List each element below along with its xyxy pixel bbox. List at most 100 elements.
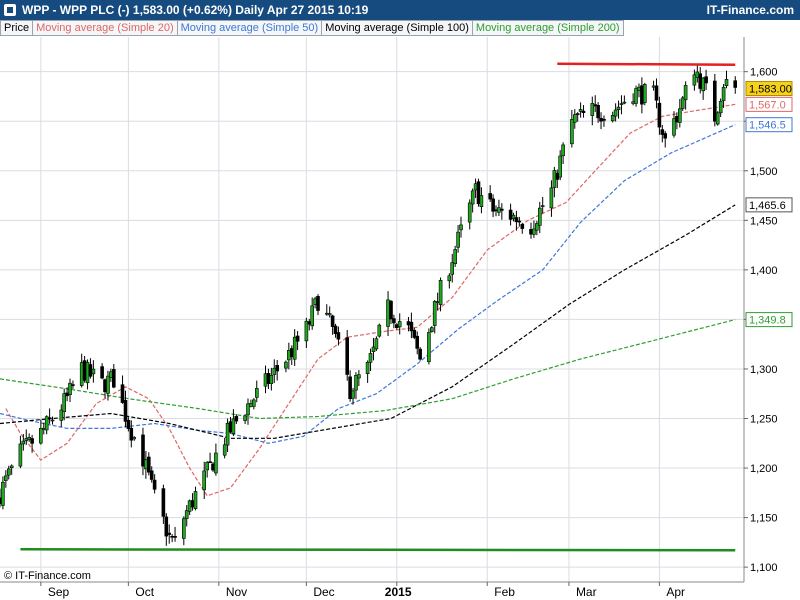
- candle-body: [642, 84, 647, 103]
- candle-body: [65, 392, 69, 397]
- legend-ma200[interactable]: Moving average (Simple 200): [471, 20, 624, 36]
- candle-body: [590, 103, 595, 116]
- candle-body: [243, 415, 247, 421]
- legend-ma20[interactable]: Moving average (Simple 20): [32, 20, 178, 36]
- legend-price[interactable]: Price: [0, 20, 34, 36]
- candle-body: [187, 500, 192, 512]
- y-tick-label: 1,300: [750, 364, 778, 376]
- candle-body: [286, 349, 291, 361]
- moving-averages: [0, 103, 736, 497]
- candle-body: [599, 118, 603, 122]
- candle-body: [345, 337, 350, 375]
- y-tick-label: 1,150: [750, 513, 778, 525]
- candle-body: [540, 205, 545, 207]
- watermark: © IT-Finance.com: [4, 570, 91, 582]
- candle-body: [695, 71, 700, 78]
- brand-name: IT-Finance.com: [706, 3, 794, 17]
- ma-line: [0, 204, 736, 439]
- candle-body: [27, 436, 32, 440]
- candle-body: [266, 372, 271, 384]
- grid: [0, 37, 744, 582]
- candle-body: [161, 488, 166, 517]
- plot-area: [0, 37, 744, 582]
- candle-body: [497, 207, 501, 213]
- candle-body: [622, 101, 627, 104]
- candle-body: [680, 97, 685, 109]
- candle-body: [208, 461, 212, 464]
- candle-body: [602, 118, 606, 121]
- x-tick-label: Sep: [48, 585, 70, 599]
- candle-body: [392, 318, 396, 324]
- candle-body: [660, 129, 665, 135]
- candle-body: [252, 399, 256, 407]
- legend-ma100[interactable]: Moving average (Simple 100): [321, 20, 473, 36]
- candle-body: [7, 468, 11, 476]
- candle-body: [231, 418, 236, 434]
- x-tick-label: Mar: [576, 585, 597, 599]
- candle-body: [68, 382, 72, 396]
- resistance-line[interactable]: [557, 62, 736, 66]
- candle-body: [222, 444, 227, 456]
- candle-body: [427, 332, 431, 363]
- candle-body: [654, 85, 659, 101]
- y-tick-label: 1,350: [750, 314, 778, 326]
- candle-body: [1, 481, 5, 506]
- candle-body: [415, 335, 420, 349]
- candle-body: [348, 376, 352, 399]
- candle-body: [152, 479, 157, 490]
- candle-body: [406, 321, 411, 326]
- candle-body: [552, 170, 557, 188]
- candle-body: [246, 403, 250, 416]
- candle-body: [377, 324, 382, 337]
- candle-body: [561, 144, 565, 157]
- candle-body: [476, 181, 481, 205]
- candle-body: [50, 419, 55, 422]
- candle-body: [132, 437, 136, 440]
- chart-header: WPP - WPP PLC (-) 1,583.00 (+0.62%) Dail…: [0, 0, 800, 20]
- candle-body: [275, 364, 280, 372]
- ma-value-tag: [745, 96, 793, 112]
- candle-body: [249, 403, 253, 407]
- candle-body: [9, 465, 14, 468]
- ma-value-tag: [745, 197, 793, 213]
- x-tick-label: Nov: [226, 585, 247, 599]
- candle-body: [100, 366, 104, 379]
- candle-body: [467, 202, 472, 223]
- candle-body: [88, 364, 93, 377]
- candle-body: [324, 312, 329, 315]
- candle-body: [593, 104, 598, 107]
- x-tick-label: 2015: [385, 585, 412, 599]
- candle-body: [511, 214, 516, 219]
- candle-body: [44, 416, 49, 431]
- candle-body: [103, 379, 107, 393]
- y-tick-label: 1,250: [750, 414, 778, 426]
- ma-value-tag-label: 1,465.6: [749, 200, 786, 212]
- candle-body: [190, 500, 195, 508]
- candle-body: [508, 209, 513, 220]
- candle-body: [147, 456, 151, 473]
- last-price-tag: [745, 81, 793, 97]
- candle-body: [637, 86, 641, 91]
- candle-body: [724, 79, 729, 87]
- candle-body: [616, 106, 621, 110]
- candle-body: [715, 112, 720, 125]
- candle-body: [634, 88, 638, 104]
- candle-body: [549, 187, 554, 209]
- candle-body: [721, 86, 726, 101]
- chart-title: WPP - WPP PLC (-) 1,583.00 (+0.62%) Dail…: [22, 3, 369, 17]
- legend-ma50[interactable]: Moving average (Simple 50): [176, 20, 323, 36]
- candle-body: [30, 438, 34, 444]
- support-line[interactable]: [20, 548, 736, 552]
- ma-value-tag-label: 1,349.8: [749, 315, 786, 327]
- indicator-legend: Price Moving average (Simple 20) Moving av…: [0, 20, 624, 36]
- candle-body: [473, 183, 478, 191]
- candle-body: [79, 362, 84, 386]
- candle-body: [184, 510, 189, 519]
- candle-body: [24, 438, 29, 441]
- ma-value-tag: [745, 312, 793, 328]
- candle-body: [149, 470, 154, 480]
- candle-body: [41, 427, 46, 431]
- candle-body: [313, 298, 317, 305]
- candle-body: [62, 393, 67, 413]
